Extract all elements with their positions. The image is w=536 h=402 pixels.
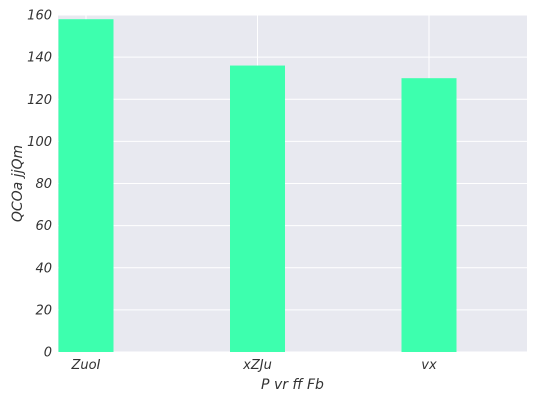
- y-tick-label: 60: [35, 219, 52, 234]
- x-tick-label: ZuoI: [71, 358, 101, 373]
- y-axis-title: QCOa jjQm: [10, 145, 26, 222]
- bars: [58, 19, 457, 353]
- x-tick-label: vx: [421, 358, 437, 373]
- x-axis-title: P vr ff Fb: [261, 377, 324, 393]
- y-tick-label: 100: [27, 135, 52, 150]
- y-tick-label: 120: [27, 93, 52, 108]
- bar-vx: [401, 78, 457, 352]
- y-tick-labels: 0 20 40 60 80 100 120 140 160: [27, 9, 52, 361]
- y-tick-label: 140: [27, 51, 52, 66]
- y-tick-label: 160: [27, 9, 52, 24]
- y-tick-label: 80: [35, 177, 52, 192]
- x-tick-labels: ZuoI xZJu vx: [71, 358, 437, 373]
- y-tick-label: 0: [44, 346, 52, 361]
- bar-xZJu: [230, 65, 285, 353]
- bar-ZuoI: [58, 19, 114, 353]
- x-tick-label: xZJu: [242, 358, 272, 373]
- y-tick-label: 40: [35, 261, 52, 276]
- y-tick-label: 20: [35, 303, 52, 318]
